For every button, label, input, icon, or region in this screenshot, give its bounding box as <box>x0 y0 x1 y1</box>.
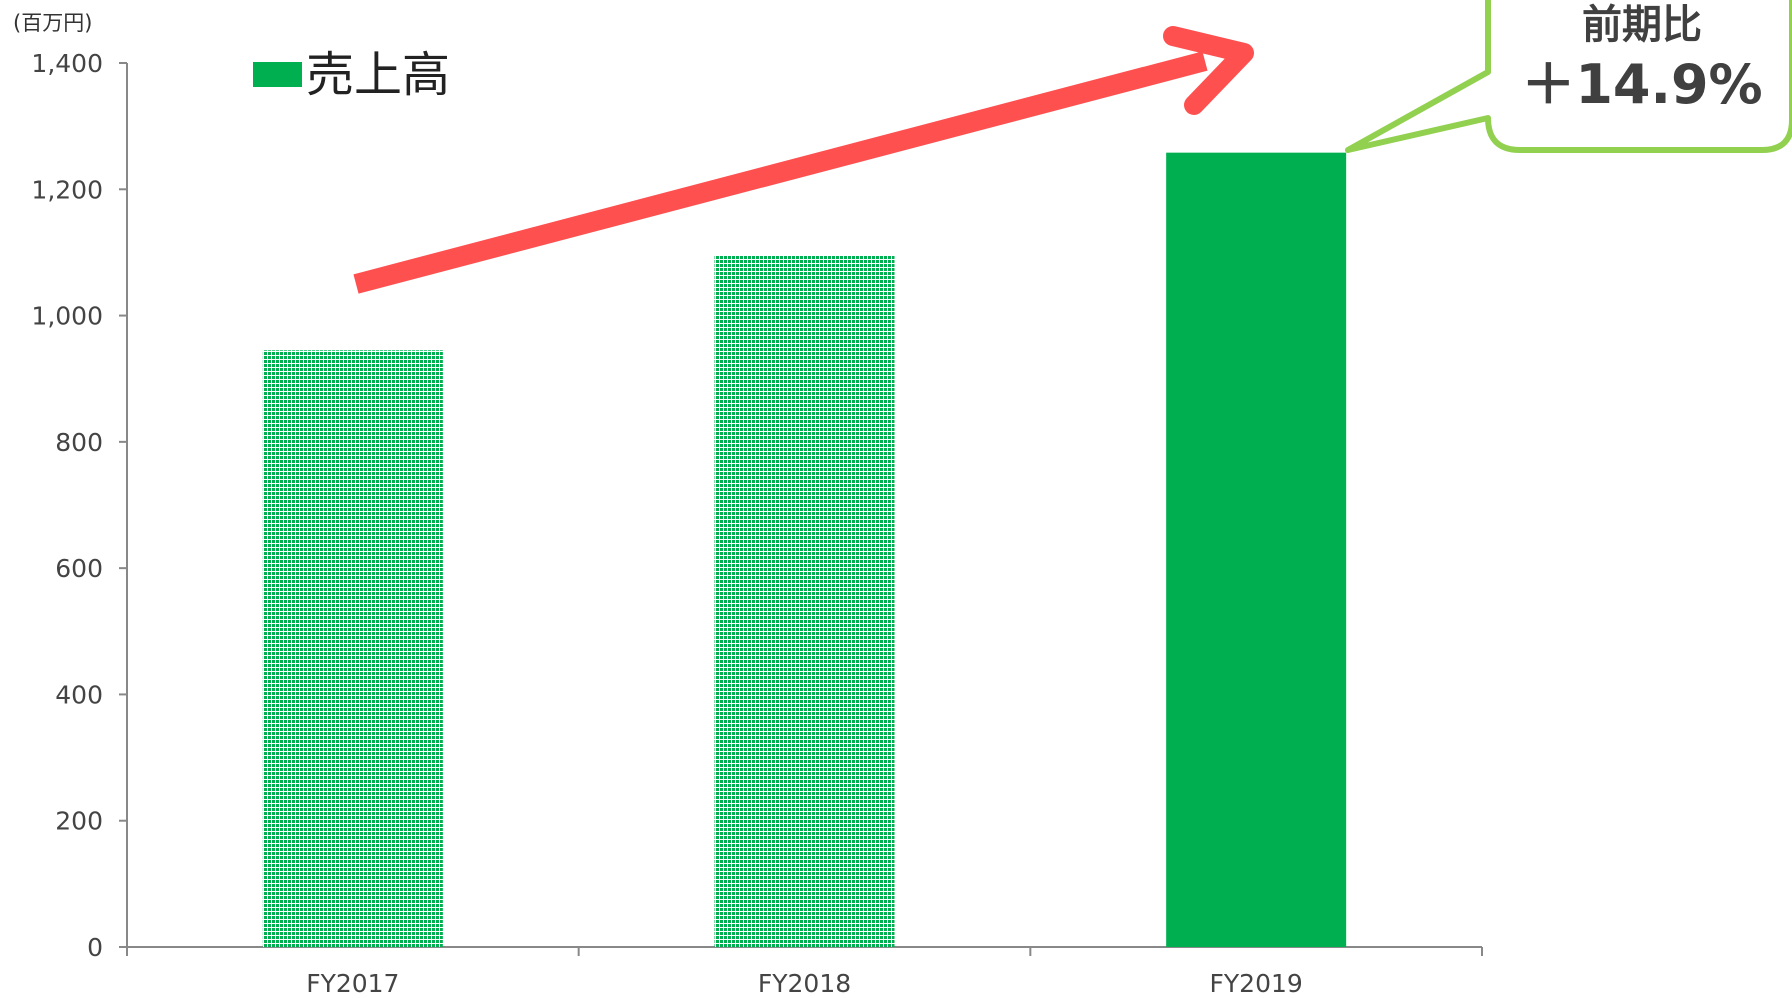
y-tick-label: 600 <box>55 554 103 583</box>
bar-fy2017 <box>262 350 443 947</box>
x-category-label: FY2018 <box>758 969 851 998</box>
bars <box>262 152 1347 948</box>
y-tick-label: 1,000 <box>31 302 103 331</box>
x-category-label: FY2017 <box>306 969 399 998</box>
legend: 売上高 <box>253 47 450 103</box>
y-tick-label: 800 <box>55 428 103 457</box>
bar-fy2019 <box>1166 152 1347 948</box>
callout-bubble <box>1345 0 1792 153</box>
y-tick-label: 0 <box>87 933 103 962</box>
y-tick-label: 200 <box>55 807 103 836</box>
y-axis: 0 200 400 600 800 1,000 1,200 1,400 <box>31 49 128 962</box>
bar-fy2018 <box>714 255 895 948</box>
callout-value: ＋14.9% <box>1521 53 1762 116</box>
legend-swatch <box>253 62 302 87</box>
callout-title: 前期比 <box>1582 2 1702 48</box>
y-tick-label: 400 <box>55 680 103 709</box>
y-tick-label: 1,200 <box>31 175 103 204</box>
growth-callout: 前期比 ＋14.9% <box>1345 0 1792 153</box>
growth-arrow-head <box>1163 26 1254 115</box>
x-axis: FY2017 FY2018 FY2019 <box>126 946 1483 998</box>
growth-arrow <box>353 26 1254 294</box>
unit-label: (百万円) <box>13 11 92 35</box>
growth-arrow-shaft <box>353 51 1208 294</box>
x-category-label: FY2019 <box>1210 969 1303 998</box>
legend-label: 売上高 <box>306 47 450 103</box>
y-tick-label: 1,400 <box>31 49 103 78</box>
